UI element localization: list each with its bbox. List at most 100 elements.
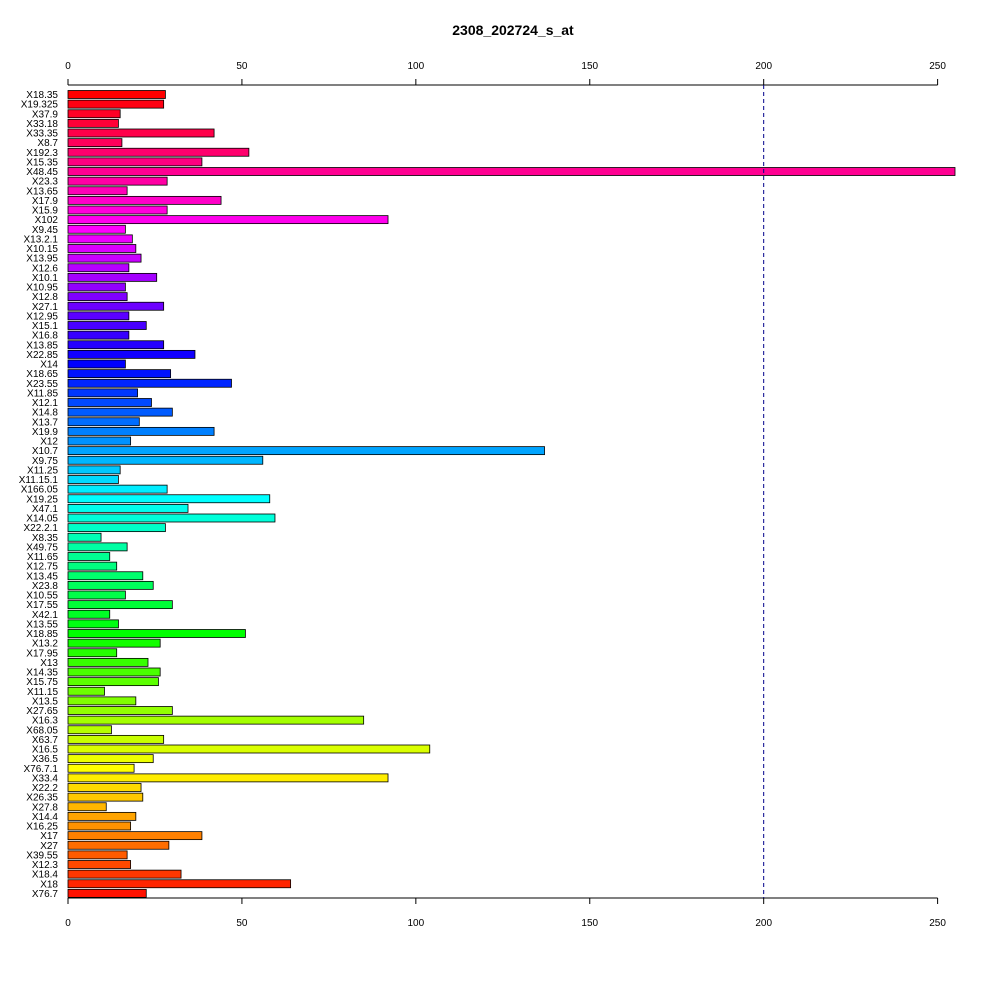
bar-X27.1 [67,301,165,311]
bar-X9.75 [67,455,264,465]
category-label: X19.9 [32,427,59,438]
category-label: X26.35 [26,793,58,804]
category-label: X15.1 [32,321,59,332]
category-label: X16.25 [26,822,58,833]
bar-X10.15 [67,244,137,253]
bar-X23.3 [67,176,168,186]
category-label: X13.5 [32,696,59,707]
bar-X27 [67,840,170,850]
bar-X10.1 [67,272,158,282]
bar-X9.45 [67,224,126,234]
category-label: X17.55 [26,600,58,611]
bar-X33.35 [67,128,215,138]
category-label: X13 [40,658,58,669]
category-label: X42.1 [32,610,59,621]
bar-X12.95 [67,311,130,321]
bar-X17.55 [67,600,173,610]
bar-X14.35 [67,667,161,677]
x-tick-label: 50 [236,918,248,929]
category-label: X27 [40,841,58,852]
category-label: X23.55 [26,379,58,390]
bar-X15.35 [67,157,203,167]
bar-X12.1 [67,398,152,407]
bar-X23.55 [67,378,232,388]
bar-X16.3 [67,715,365,725]
x-tick-label: 250 [929,61,946,72]
bar-X17.95 [67,648,118,658]
bar-X13 [67,657,149,667]
x-tick-label: 50 [236,61,248,72]
category-label: X47.1 [32,504,59,515]
bar-X63.7 [67,734,165,744]
category-label: X19.25 [26,494,58,505]
x-tick-label: 150 [581,61,598,72]
category-label: X76.7.1 [24,764,59,775]
bar-X33.18 [67,118,119,128]
bar-X19.325 [67,99,165,109]
category-label: X192.3 [26,148,58,159]
bar-X8.7 [67,138,123,148]
bar-X19.25 [67,494,271,504]
category-label: X11.25 [27,465,58,476]
bar-X16.5 [67,744,431,754]
category-label: X10.15 [26,244,58,255]
bar-X13.95 [67,253,142,263]
axes-layer: 0 50 100 150 200 250 0 50 100 150 200 250 [65,61,946,929]
category-label: X14.05 [26,514,58,525]
category-label: X49.75 [26,542,58,553]
bar-X18.35 [67,90,166,99]
category-label: X48.45 [26,167,58,178]
category-label: X11.65 [27,552,58,563]
x-tick-label: 100 [407,61,424,72]
category-label: X166.05 [21,485,59,496]
category-label: X10.55 [26,591,58,602]
bar-X8.35 [67,532,102,542]
bar-X10.7 [67,446,545,456]
category-label: X12.3 [32,860,59,871]
category-label: X27.65 [26,706,58,717]
bar-X14 [67,359,126,369]
category-label: X16.5 [32,745,59,756]
category-label: X11.85 [27,388,58,399]
category-label: X39.55 [26,850,58,861]
bar-X14.05 [67,513,276,523]
category-label: X12.8 [32,292,59,303]
x-tick-label: 0 [65,61,71,72]
bar-X13.55 [67,619,119,629]
category-label: X63.7 [32,735,59,746]
bar-X39.55 [67,850,128,860]
category-label: X18 [40,879,58,890]
category-label: X18.65 [26,369,58,380]
category-label: X37.9 [32,109,59,120]
bar-X33.4 [67,773,389,783]
category-label: X8.7 [37,138,58,149]
category-label: X10.95 [26,283,58,294]
bar-X10.95 [67,282,126,292]
category-label: X8.35 [32,533,59,544]
category-label: X23.8 [32,581,59,592]
category-label: X18.4 [32,870,59,881]
bar-X13.5 [67,696,137,706]
bar-X18 [67,879,292,889]
bar-X11.65 [67,552,111,561]
category-label: X68.05 [26,725,58,736]
bar-X15.1 [67,321,147,330]
x-tick-label: 250 [929,918,946,929]
category-label: X14.8 [32,408,59,419]
category-label: X27.1 [32,302,59,313]
bar-X26.35 [67,792,144,802]
bar-X76.7 [67,888,147,898]
bar-X48.45 [67,167,956,176]
category-label: X27.8 [32,802,59,813]
category-label: X17 [40,831,58,842]
bar-X18.85 [67,629,246,638]
bar-X12 [67,436,132,446]
category-label: X33.18 [26,119,58,130]
bar-X13.65 [67,186,128,196]
bar-X12.8 [67,292,128,302]
category-label: X14 [40,360,58,371]
category-label: X19.325 [21,100,59,111]
category-label: X12 [40,437,58,448]
category-label: X13.2.1 [24,234,59,245]
bar-X192.3 [67,147,250,157]
